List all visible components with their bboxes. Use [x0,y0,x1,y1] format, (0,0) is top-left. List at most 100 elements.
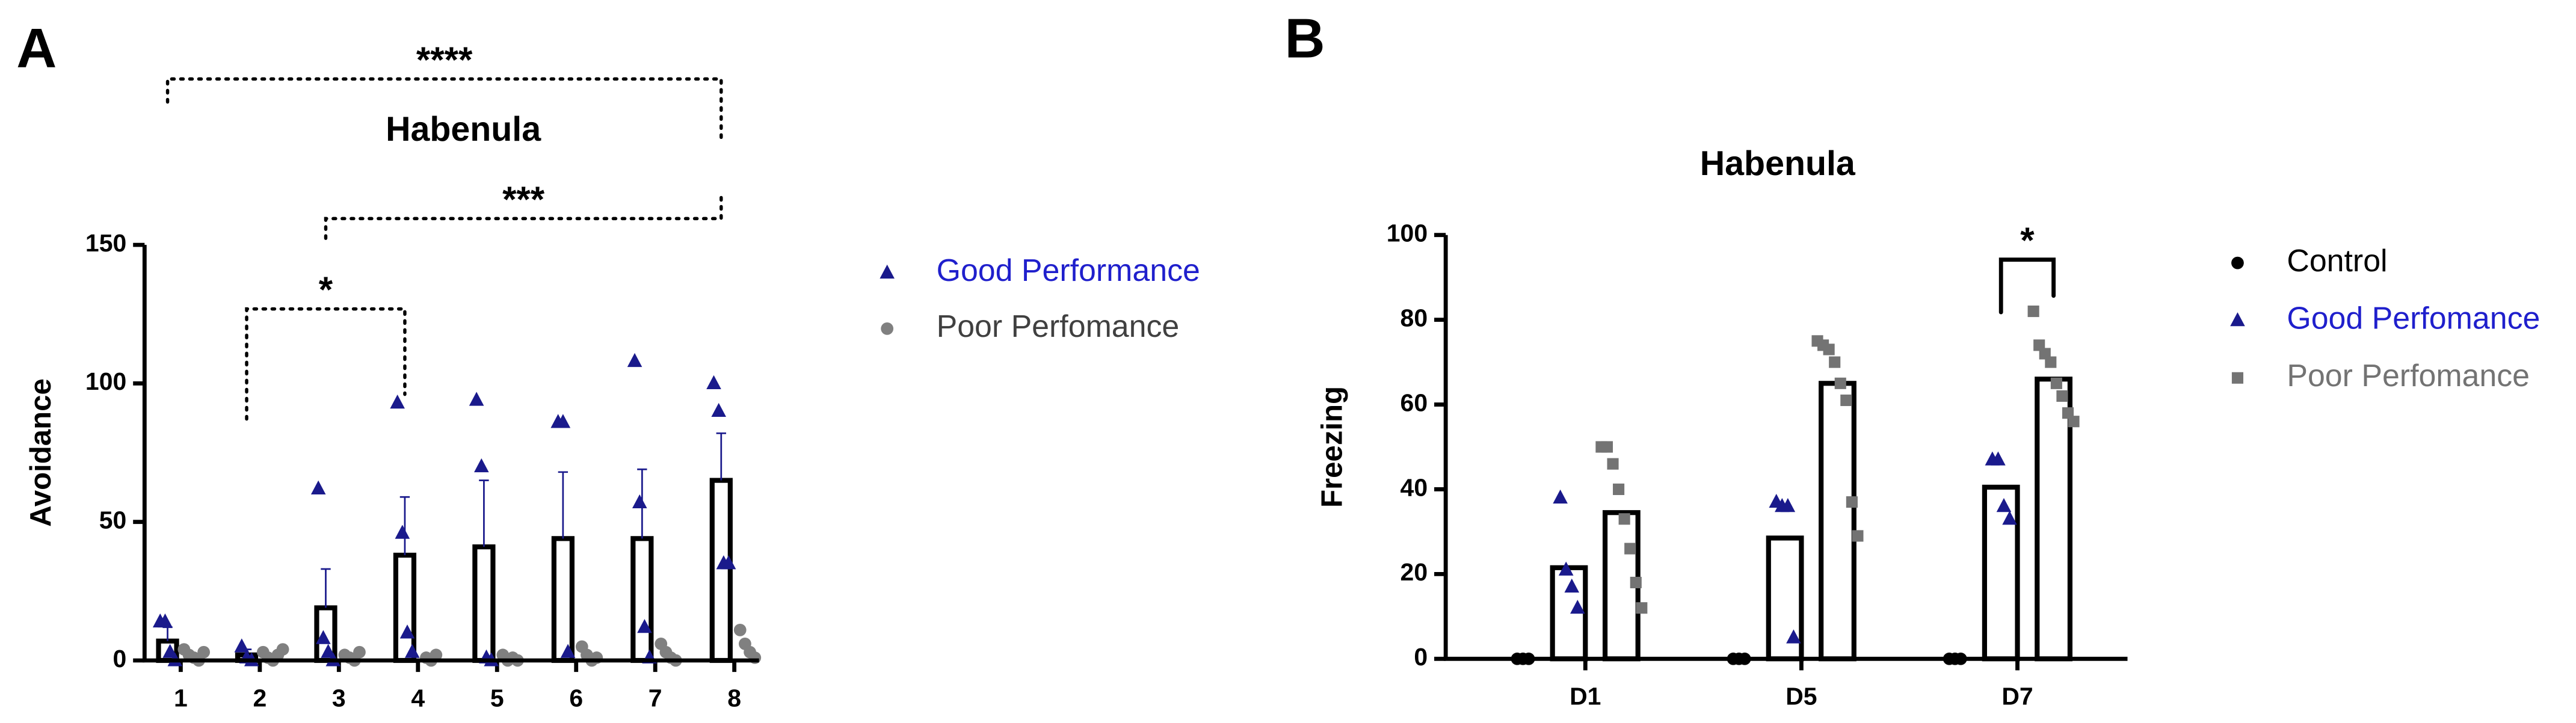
triangle-point [1564,578,1580,593]
triangle-point [1786,629,1801,644]
x-tick-label: D7 [2001,683,2033,710]
x-tick-label: 6 [569,684,583,712]
y-tick-label: 0 [112,645,126,672]
x-tick-label: 5 [490,684,504,712]
chart-title: Habenula [1700,144,1856,183]
y-tick-label: 20 [1400,558,1428,586]
square-point [1852,530,1864,542]
error-bar [321,568,331,608]
x-tick-label: 4 [411,684,425,712]
square-point [1840,394,1852,407]
triangle-point [1558,561,1574,576]
y-tick-label: 60 [1400,389,1428,416]
x-tick-label: 8 [727,684,741,712]
significance-label: **** [416,40,473,80]
square-point [2068,416,2080,428]
significance-bracket [324,195,723,240]
triangle-point [632,494,647,509]
square-point [1636,602,1648,614]
circle-point [733,623,747,636]
significance-label: * [319,269,333,310]
y-axis-label: Freezing [1316,386,1348,508]
triangle-point [2002,511,2017,525]
square-point [1823,343,1835,355]
bar [393,552,417,663]
triangle-point [1780,497,1796,512]
bar [709,478,733,663]
bar [472,544,496,663]
triangle-point [404,644,420,658]
triangle-point [316,630,331,644]
y-tick-label: 40 [1400,473,1428,501]
error-bar [399,496,410,555]
significance-label: * [2020,220,2035,260]
square-point [1624,543,1636,555]
y-tick-label: 100 [85,368,126,395]
x-tick-label: D1 [1570,683,1601,710]
triangle-point [560,644,576,658]
square-point [2027,305,2039,318]
square-point [1601,441,1613,453]
square-point [2056,390,2068,402]
chart-title: Habenula [386,110,541,149]
error-bar [479,479,489,547]
bar [1819,381,1857,662]
y-tick-label: 50 [99,506,127,534]
triangle-point [711,402,726,417]
triangle-point [310,480,326,494]
triangle-point [321,644,336,658]
axes [142,245,759,663]
triangle-point [880,264,895,279]
triangle-point [234,638,250,653]
x-tick-label: D5 [1786,683,1817,710]
triangle-point [474,458,489,473]
y-tick-label: 100 [1387,220,1428,247]
axes [1443,235,2128,661]
triangle-point [627,352,642,368]
legend-label: Good Perfomance [2287,300,2540,335]
triangle-point [162,644,177,658]
square-point [1829,356,1841,368]
triangle-point [158,613,173,628]
triangle-point [1991,451,2006,466]
x-tick-label: 1 [174,684,188,712]
significance-bracket [165,77,723,142]
x-tick-label: 2 [253,684,267,712]
triangle-point [390,394,405,409]
square-point [2050,377,2062,389]
legend-label: Good Performance [937,253,1200,288]
legend-label: Poor Perfomance [2287,358,2530,393]
triangle-point [399,624,415,639]
triangle-point [721,555,736,570]
square-point [1607,458,1619,470]
x-tick-label: 7 [649,684,662,712]
triangle-point [2230,312,2245,327]
triangle-point [469,392,484,406]
significance-label: *** [502,179,545,220]
panel-label: A [16,17,57,79]
legend-label: Poor Perfomance [937,309,1180,343]
square-point [1630,576,1642,589]
y-tick-label: 150 [85,229,126,257]
circle-point [353,645,366,659]
bar [2035,377,2072,662]
triangle-point [706,375,721,389]
error-bar [716,432,726,481]
error-bar [558,471,569,539]
triangle-point [1996,497,2012,512]
square-point [2231,372,2243,384]
bar [630,536,654,663]
triangle-point [555,414,571,428]
bar [1982,484,2020,662]
significance-bracket [245,307,407,421]
triangle-point [395,525,410,539]
bar [551,536,575,663]
x-tick-label: 3 [332,684,346,712]
triangle-point [637,619,652,633]
square-point [1618,513,1630,525]
circle-point [881,322,894,335]
square-point [1846,496,1858,508]
square-point [1613,483,1625,496]
square-point [1834,377,1846,389]
